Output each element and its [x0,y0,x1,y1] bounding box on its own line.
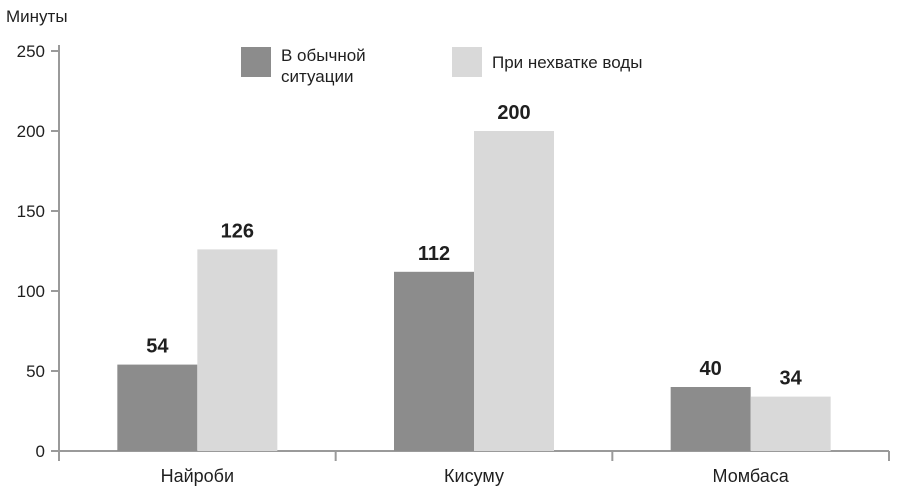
bar-value-label: 34 [780,368,803,390]
bar-value-label: 40 [700,358,722,380]
x-category-label: Кисуму [444,466,504,486]
bar [750,396,831,451]
data-labels: 54 126 112 200 40 34 [146,102,802,390]
legend-swatch [452,47,482,77]
bar [394,271,474,451]
y-tick-label: 50 [26,362,45,381]
y-axis-title: Минуты [6,7,68,26]
legend-label: При нехватке воды [492,53,642,72]
bar [117,364,198,451]
bar-value-label: 126 [221,220,254,242]
y-tick-label: 100 [17,282,45,301]
bar-value-label: 200 [497,102,530,124]
bar-value-label: 112 [418,243,450,265]
y-ticks: 0 50 100 150 200 250 [17,42,59,461]
y-tick-label: 200 [17,122,45,141]
bar-value-label: 54 [146,336,169,358]
category-labels: Найроби Кисуму Момбаса [161,466,790,486]
y-tick-label: 250 [17,42,45,61]
legend-swatch [241,47,271,77]
bar [474,131,554,451]
y-tick-label: 0 [36,442,45,461]
bar [197,249,278,451]
y-tick-label: 150 [17,202,45,221]
x-category-label: Найроби [161,466,234,486]
bars [117,131,831,451]
legend-label: ситуации [281,67,353,86]
legend-label: В обычной [281,46,366,65]
legend: В обычной ситуации При нехватке воды [241,46,642,86]
bar [670,387,751,451]
x-category-label: Момбаса [713,466,790,486]
